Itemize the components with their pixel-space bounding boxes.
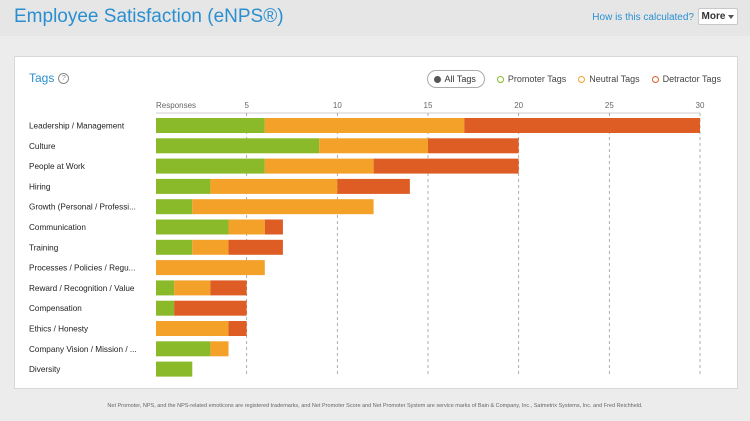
bar-segment: [228, 219, 265, 235]
category-label: Growth (Personal / Professi...: [29, 203, 136, 212]
bar-segment: [337, 178, 410, 194]
bar-segment: [210, 280, 247, 296]
bar-segment: [156, 280, 175, 296]
bar-segment: [156, 178, 211, 194]
x-tick-label: 15: [424, 101, 433, 110]
detractor-ring-icon: [651, 75, 659, 83]
page-title: Employee Satisfaction (eNPS®): [14, 6, 284, 27]
category-label: Company Vision / Mission / ...: [29, 345, 137, 354]
neutral-ring-icon: [578, 75, 586, 83]
category-label: Culture: [29, 142, 56, 151]
more-button[interactable]: More: [698, 8, 738, 25]
category-label: Ethics / Honesty: [29, 325, 89, 334]
category-label: Hiring: [29, 182, 51, 191]
legend-all-label: All Tags: [444, 74, 476, 84]
legend-promoter-label: Promoter Tags: [507, 74, 567, 84]
card-title: Tags ?: [29, 71, 70, 85]
x-tick-label: 30: [696, 101, 705, 110]
caret-down-icon: [728, 14, 735, 19]
trademark-footer: Net Promoter, NPS, and the NPS-related e…: [107, 403, 643, 409]
bar-segment: [156, 321, 229, 336]
bar-segment: [464, 118, 700, 133]
more-button-label: More: [701, 11, 726, 22]
bar-segment: [210, 341, 229, 357]
filled-dot-icon: [433, 75, 441, 83]
category-label: Reward / Recognition / Value: [29, 284, 135, 293]
chart-legend: All Tags Promoter Tags Neutral Tags Detr…: [426, 70, 721, 88]
legend-detractor[interactable]: Detractor Tags: [651, 74, 721, 84]
category-label: Processes / Policies / Regu...: [29, 264, 135, 273]
bar-segment: [228, 239, 283, 255]
bar-segment: [156, 118, 265, 133]
legend-promoter[interactable]: Promoter Tags: [496, 74, 567, 84]
bar-segment: [174, 280, 211, 296]
category-label: People at Work: [29, 162, 86, 171]
bar-segment: [192, 199, 374, 215]
bar-segment: [174, 300, 247, 316]
bar-segment: [192, 239, 229, 255]
bar-segment: [156, 361, 193, 377]
category-label: Compensation: [29, 304, 82, 313]
category-label: Diversity: [29, 365, 61, 374]
bar-segment: [156, 138, 320, 154]
category-label: Communication: [29, 223, 86, 232]
x-tick-label: 20: [514, 101, 523, 110]
bar-segment: [319, 138, 428, 154]
bar-segment: [156, 300, 175, 316]
bar-segment: [156, 219, 229, 235]
category-label: Leadership / Management: [29, 122, 125, 131]
card-title-text: Tags: [29, 71, 55, 85]
page-header: Employee Satisfaction (eNPS®) How is thi…: [0, 0, 750, 36]
bar-segment: [156, 199, 193, 215]
tags-card: Tags ? All Tags Promoter Tags Neutral Ta…: [14, 56, 738, 389]
legend-all-tags[interactable]: All Tags: [426, 70, 485, 88]
tags-bar-chart: Responses 5 10 15 20 25 30 Leadership / Managem…: [29, 101, 705, 377]
x-tick-label: 25: [605, 101, 614, 110]
legend-detractor-label: Detractor Tags: [662, 74, 721, 84]
bar-segment: [428, 138, 519, 154]
bar-segment: [228, 321, 247, 336]
legend-neutral-label: Neutral Tags: [589, 74, 640, 84]
x-tick-label: 5: [244, 101, 249, 110]
bar-segment: [264, 118, 465, 133]
promoter-ring-icon: [496, 75, 504, 83]
bar-segment: [156, 158, 265, 174]
bar-segment: [264, 158, 374, 174]
bar-segment: [156, 260, 265, 276]
x-axis-label: Responses: [156, 101, 196, 110]
help-icon[interactable]: ?: [58, 72, 70, 84]
x-tick-label: 10: [333, 101, 342, 110]
calculation-help-link[interactable]: How is this calculated?: [592, 12, 694, 23]
bar-segment: [210, 178, 338, 194]
bar-segment: [373, 158, 519, 174]
bar-segment: [156, 239, 193, 255]
bar-segment: [264, 219, 283, 235]
category-label: Training: [29, 243, 59, 252]
legend-neutral[interactable]: Neutral Tags: [578, 74, 640, 84]
bar-segment: [156, 341, 211, 357]
